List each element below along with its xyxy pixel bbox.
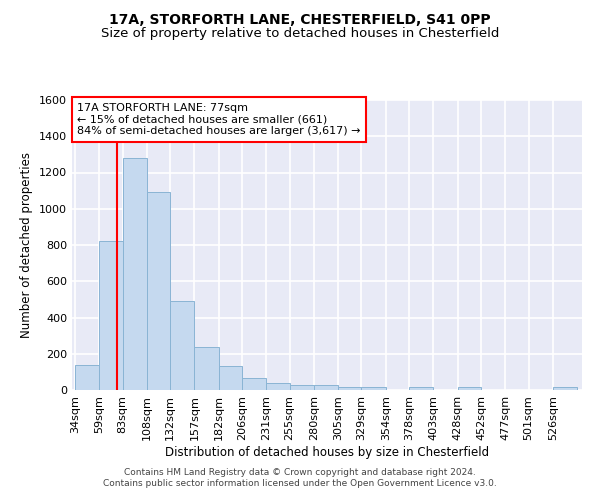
Bar: [147, 192, 170, 390]
Text: 17A, STORFORTH LANE, CHESTERFIELD, S41 0PP: 17A, STORFORTH LANE, CHESTERFIELD, S41 0…: [109, 12, 491, 26]
Text: Contains HM Land Registry data © Crown copyright and database right 2024.
Contai: Contains HM Land Registry data © Crown c…: [103, 468, 497, 487]
Bar: [314, 386, 338, 390]
Bar: [242, 378, 266, 390]
Bar: [553, 388, 577, 390]
X-axis label: Distribution of detached houses by size in Chesterfield: Distribution of detached houses by size …: [165, 446, 489, 458]
Bar: [409, 388, 433, 390]
Y-axis label: Number of detached properties: Number of detached properties: [20, 152, 34, 338]
Bar: [218, 366, 242, 390]
Bar: [338, 388, 361, 390]
Bar: [290, 384, 314, 390]
Bar: [99, 242, 122, 390]
Bar: [170, 301, 194, 390]
Bar: [361, 388, 386, 390]
Bar: [266, 383, 290, 390]
Text: 17A STORFORTH LANE: 77sqm
← 15% of detached houses are smaller (661)
84% of semi: 17A STORFORTH LANE: 77sqm ← 15% of detac…: [77, 103, 361, 136]
Bar: [122, 158, 147, 390]
Bar: [194, 348, 218, 390]
Bar: [458, 388, 481, 390]
Bar: [75, 364, 99, 390]
Text: Size of property relative to detached houses in Chesterfield: Size of property relative to detached ho…: [101, 28, 499, 40]
